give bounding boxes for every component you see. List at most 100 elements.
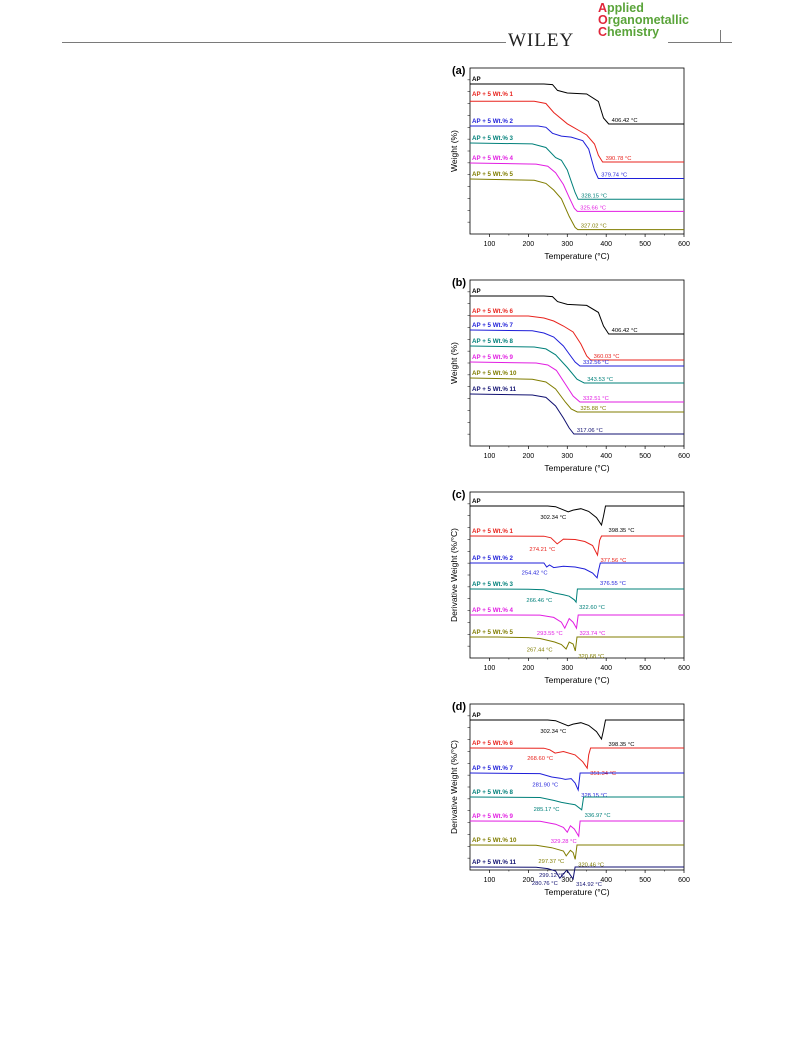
- series-line: [469, 178, 684, 231]
- peak-annotation: 323.74 °C: [580, 631, 606, 637]
- series-line: [469, 393, 684, 435]
- panel-label: (c): [452, 489, 466, 501]
- x-tick-label: 300: [561, 241, 573, 248]
- peak-annotation: 336.97 °C: [585, 813, 611, 819]
- x-tick-label: 200: [523, 241, 535, 248]
- peak-annotation: 302.34 °C: [540, 515, 566, 521]
- peak-annotation: 293.55 °C: [537, 631, 563, 637]
- series-label: AP + 5 Wt.% 7: [472, 322, 514, 329]
- journal-line-1: Applied: [598, 1, 689, 15]
- x-tick-label: 300: [561, 453, 573, 460]
- series-line: [470, 83, 684, 125]
- panel-label: (b): [452, 277, 466, 289]
- peak-annotation: 280.76 °C: [532, 881, 558, 887]
- series-label: AP + 5 Wt.% 10: [472, 837, 517, 844]
- series-line: [470, 636, 684, 652]
- journal-line-3: Chemistry: [598, 25, 689, 39]
- series-line: [469, 844, 684, 860]
- series-line: [470, 315, 684, 361]
- peak-annotation: 317.06 °C: [577, 428, 603, 434]
- series-label: AP + 5 Wt.% 11: [472, 859, 517, 866]
- x-axis-label: Temperature (°C): [544, 251, 609, 261]
- peak-annotation: 325.66 °C: [580, 205, 606, 211]
- series-label: AP + 5 Wt.% 10: [472, 370, 517, 377]
- peak-annotation: 328.15 °C: [581, 793, 607, 799]
- peak-annotation: 322.60 °C: [579, 605, 605, 611]
- peak-annotation: 302.34 °C: [540, 729, 566, 735]
- peak-annotation: 376.55 °C: [600, 581, 626, 587]
- series-line: [469, 866, 684, 881]
- peak-annotation: 351.34 °C: [590, 771, 616, 777]
- x-tick-label: 200: [523, 453, 535, 460]
- peak-annotation: 390.78 °C: [606, 156, 632, 162]
- series-line: [469, 796, 684, 811]
- peak-annotation: 314.92 °C: [576, 882, 602, 888]
- peak-annotation: 398.35 °C: [609, 528, 635, 534]
- x-tick-label: 400: [600, 453, 612, 460]
- series-line: [469, 535, 684, 557]
- x-axis-label: Temperature (°C): [544, 463, 609, 473]
- series-label: AP + 5 Wt.% 2: [472, 555, 514, 562]
- x-tick-label: 600: [678, 453, 690, 460]
- x-tick-label: 600: [678, 665, 690, 672]
- series-line: [469, 588, 684, 604]
- chart-panel-b: (b) 100 200 300 400 500 600 Temperature (°C) Wei…: [449, 277, 690, 473]
- journal-line-1-initial: A: [598, 1, 608, 15]
- journal-title: Applied Organometallic Chemistry: [598, 1, 690, 39]
- y-axis-label: Derivative Weight (%/°C): [449, 528, 459, 622]
- series-line: [470, 719, 684, 741]
- x-tick-label: 500: [639, 877, 651, 884]
- x-tick-label: 500: [639, 665, 651, 672]
- series-label: AP + 5 Wt.% 1: [472, 91, 514, 98]
- chart-panel-a: (a) 100 200 300 400 500 600 Temperature (°C) Wei…: [449, 65, 690, 261]
- journal-line-2-initial: O: [598, 13, 608, 27]
- peak-annotation: 343.53 °C: [587, 377, 613, 383]
- series-line: [469, 820, 684, 838]
- series-label: AP + 5 Wt.% 1: [472, 528, 514, 535]
- journal-line-2-rest: rganometallic: [607, 13, 690, 27]
- peak-annotation: 398.35 °C: [609, 742, 635, 748]
- series-line: [469, 377, 684, 413]
- y-axis-label: Weight (%): [449, 342, 459, 384]
- series-line: [470, 562, 684, 579]
- series-label: AP + 5 Wt.% 7: [472, 765, 514, 772]
- publisher-logo: WILEY: [508, 30, 575, 51]
- x-tick-label: 100: [484, 665, 496, 672]
- series-line: [469, 142, 684, 200]
- peak-annotation: 285.17 °C: [534, 807, 560, 813]
- peak-annotation: 325.88 °C: [580, 406, 606, 412]
- y-axis-label: Weight (%): [449, 130, 459, 172]
- x-tick-label: 600: [678, 877, 690, 884]
- peak-annotation: 297.37 °C: [538, 859, 564, 865]
- series-label: AP + 5 Wt.% 8: [472, 338, 514, 345]
- series-label: AP + 5 Wt.% 2: [472, 118, 514, 125]
- series-label: AP + 5 Wt.% 3: [472, 581, 514, 588]
- peak-annotation: 268.60 °C: [527, 756, 553, 762]
- x-tick-label: 400: [600, 241, 612, 248]
- series-line: [469, 329, 684, 367]
- peak-annotation: 299.12 °C: [539, 873, 565, 879]
- header-rule-right: [668, 42, 732, 43]
- series-line: [469, 747, 684, 770]
- series-label: AP: [472, 712, 481, 719]
- series-label: AP + 5 Wt.% 3: [472, 135, 514, 142]
- peak-annotation: 274.21 °C: [529, 547, 555, 553]
- series-label: AP + 5 Wt.% 8: [472, 789, 514, 796]
- series-label: AP + 5 Wt.% 6: [472, 308, 514, 315]
- x-tick-label: 400: [600, 665, 612, 672]
- series-line: [470, 125, 684, 179]
- x-tick-label: 500: [639, 241, 651, 248]
- series-line: [470, 505, 684, 527]
- series-label: AP + 5 Wt.% 5: [472, 171, 514, 178]
- journal-line-3-initial: C: [598, 25, 608, 39]
- peak-annotation: 266.46 °C: [526, 598, 552, 604]
- x-tick-label: 300: [561, 877, 573, 884]
- series-label: AP + 5 Wt.% 4: [472, 607, 514, 614]
- series-line: [469, 162, 684, 212]
- peak-annotation: 406.42 °C: [612, 118, 638, 124]
- peak-annotation: 379.74 °C: [601, 173, 627, 179]
- series-line: [469, 614, 684, 630]
- peak-annotation: 328.15 °C: [581, 193, 607, 199]
- peak-annotation: 320.68 °C: [578, 654, 604, 660]
- peak-annotation: 320.46 °C: [578, 862, 604, 868]
